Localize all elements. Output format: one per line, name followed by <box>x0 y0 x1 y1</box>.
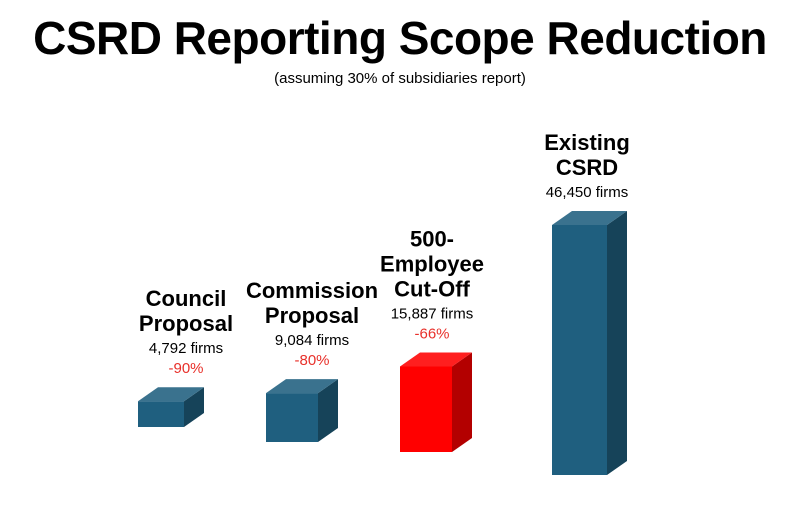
bar-3 <box>400 352 472 452</box>
change-data-label: -80% <box>294 352 329 369</box>
firms-data-label: 15,887 firms <box>391 305 474 322</box>
category-label-line: Proposal <box>265 303 359 328</box>
category-label-line: Existing <box>544 130 630 155</box>
bar-front-face <box>138 401 184 427</box>
bar-side-face <box>452 352 472 452</box>
change-data-label: -90% <box>168 360 203 377</box>
bar-top-face <box>400 352 472 367</box>
category-label-line: Cut-Off <box>394 276 470 301</box>
bar-front-face <box>266 393 318 442</box>
bar-top-face <box>266 379 338 394</box>
bar-2 <box>266 379 338 442</box>
bar-side-face <box>184 387 204 427</box>
firms-data-label: 46,450 firms <box>546 184 629 201</box>
category-label-line: Proposal <box>139 311 233 336</box>
firms-data-label: 4,792 firms <box>149 340 223 357</box>
category-label-line: Employee <box>380 251 484 276</box>
chart-subtitle: (assuming 30% of subsidiaries report) <box>274 70 526 87</box>
bar-front-face <box>400 366 452 452</box>
bar-top-face <box>552 211 627 225</box>
category-label-line: CSRD <box>556 155 618 180</box>
bar-1 <box>138 387 204 427</box>
bar-side-face <box>607 211 627 475</box>
bar-side-face <box>318 379 338 442</box>
category-label-line: Commission <box>246 278 378 303</box>
change-data-label: -66% <box>414 325 449 342</box>
bar-front-face <box>552 225 607 475</box>
bar-top-face <box>138 387 204 402</box>
category-label-line: 500- <box>410 226 454 251</box>
firms-data-label: 9,084 firms <box>275 332 349 349</box>
category-label-line: Council <box>146 286 227 311</box>
bar-4 <box>552 211 627 475</box>
chart-title: CSRD Reporting Scope Reduction <box>33 12 767 64</box>
